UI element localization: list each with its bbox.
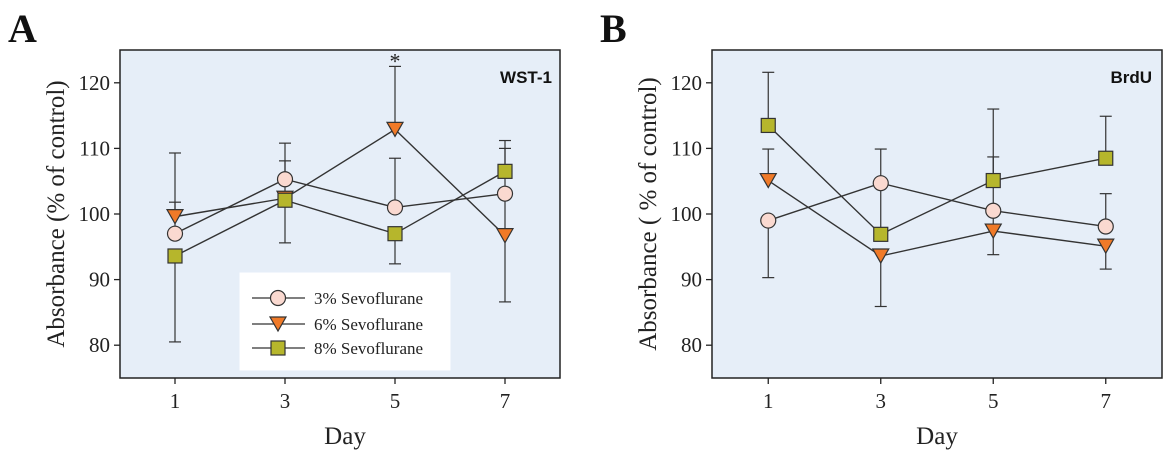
y-tick-label: 80 bbox=[681, 333, 702, 357]
panel-tag-brdu: BrdU bbox=[1110, 68, 1152, 87]
series-line bbox=[174, 170, 506, 257]
series-line bbox=[767, 124, 1106, 236]
y-tick-label: 100 bbox=[671, 202, 703, 226]
legend-label-3pct: 3% Sevoflurane bbox=[314, 289, 423, 308]
y-tick-label: 110 bbox=[79, 136, 110, 160]
series-line bbox=[174, 178, 506, 235]
legend-label-8pct: 8% Sevoflurane bbox=[314, 339, 423, 358]
series-line bbox=[767, 179, 1106, 257]
y-axis-label-a: Absorbance (% of control) bbox=[43, 80, 70, 347]
x-tick-label: 3 bbox=[280, 389, 291, 413]
data-point-circle bbox=[872, 175, 889, 192]
x-tick-label: 5 bbox=[988, 389, 999, 413]
x-tick-label: 1 bbox=[763, 389, 774, 413]
data-point-square bbox=[277, 192, 293, 208]
data-point-triangle bbox=[495, 228, 515, 244]
data-point-triangle bbox=[165, 209, 185, 225]
series-line bbox=[768, 182, 1106, 228]
data-point-circle bbox=[985, 202, 1002, 219]
data-point-circle bbox=[496, 185, 514, 202]
y-tick-label: 120 bbox=[671, 71, 703, 95]
x-tick-label: 5 bbox=[390, 389, 401, 413]
panel-b: B BrdU 80 90 100 110 120 1 3 5 7 Absorbance ( %… bbox=[600, 6, 1163, 450]
panel-tag-wst1: WST-1 bbox=[500, 68, 552, 87]
data-point-square bbox=[873, 226, 889, 242]
data-point-square bbox=[387, 226, 403, 242]
x-tick-label: 7 bbox=[1101, 389, 1112, 413]
data-point-circle bbox=[166, 225, 184, 242]
legend-entry-6pct: 6% Sevoflurane bbox=[252, 315, 423, 334]
x-tick-label: 7 bbox=[500, 389, 511, 413]
y-tick-label: 90 bbox=[89, 268, 110, 292]
legend-entry-8pct: 8% Sevoflurane bbox=[252, 339, 423, 358]
y-tick-label: 120 bbox=[79, 71, 111, 95]
y-tick-label: 80 bbox=[89, 333, 110, 357]
series-a bbox=[165, 65, 515, 343]
x-tick-label: 3 bbox=[876, 389, 887, 413]
legend: 3% Sevoflurane 6% Sevoflurane 8% Sevoflu… bbox=[239, 272, 451, 371]
data-point-square bbox=[760, 117, 776, 134]
series-line bbox=[174, 128, 506, 237]
data-point-square bbox=[985, 172, 1001, 189]
significance-asterisk: * bbox=[390, 49, 401, 74]
x-axis-label-a: Day bbox=[324, 423, 366, 450]
triangle-marker-icon bbox=[268, 316, 288, 333]
x-tick-label: 1 bbox=[170, 389, 181, 413]
y-axis-label-b: Absorbance ( % of control) bbox=[635, 77, 662, 351]
x-axis-a: 1 3 5 7 bbox=[170, 378, 511, 413]
data-point-triangle bbox=[759, 172, 778, 189]
data-point-triangle bbox=[385, 121, 405, 138]
data-point-circle bbox=[276, 171, 294, 188]
data-point-triangle bbox=[1096, 238, 1115, 255]
data-point-triangle bbox=[984, 223, 1003, 240]
y-axis-b: 80 90 100 110 120 bbox=[671, 71, 712, 357]
data-point-square bbox=[497, 163, 513, 179]
plot-area-b bbox=[711, 49, 1163, 379]
y-axis-a: 80 90 100 110 120 bbox=[79, 71, 120, 357]
y-tick-label: 90 bbox=[681, 268, 702, 292]
legend-label-6pct: 6% Sevoflurane bbox=[314, 315, 423, 334]
data-point-square bbox=[167, 248, 183, 264]
panel-letter-a: A bbox=[8, 6, 37, 51]
y-tick-label: 100 bbox=[79, 202, 111, 226]
square-marker-icon bbox=[270, 340, 286, 356]
panel-letter-b: B bbox=[600, 6, 627, 51]
data-point-square bbox=[1098, 150, 1114, 166]
series-b bbox=[759, 71, 1115, 308]
data-point-circle bbox=[386, 199, 404, 216]
data-point-circle bbox=[760, 212, 777, 229]
panel-a: A WST-1 80 90 100 110 120 1 3 5 7 Absorbance (%… bbox=[8, 6, 561, 450]
legend-entry-3pct: 3% Sevoflurane bbox=[252, 289, 423, 308]
data-point-triangle bbox=[871, 248, 890, 265]
data-point-circle bbox=[1097, 218, 1114, 235]
y-tick-label: 110 bbox=[671, 136, 702, 160]
x-axis-b: 1 3 5 7 bbox=[763, 378, 1111, 413]
x-axis-label-b: Day bbox=[916, 423, 958, 450]
circle-marker-icon bbox=[269, 289, 287, 307]
